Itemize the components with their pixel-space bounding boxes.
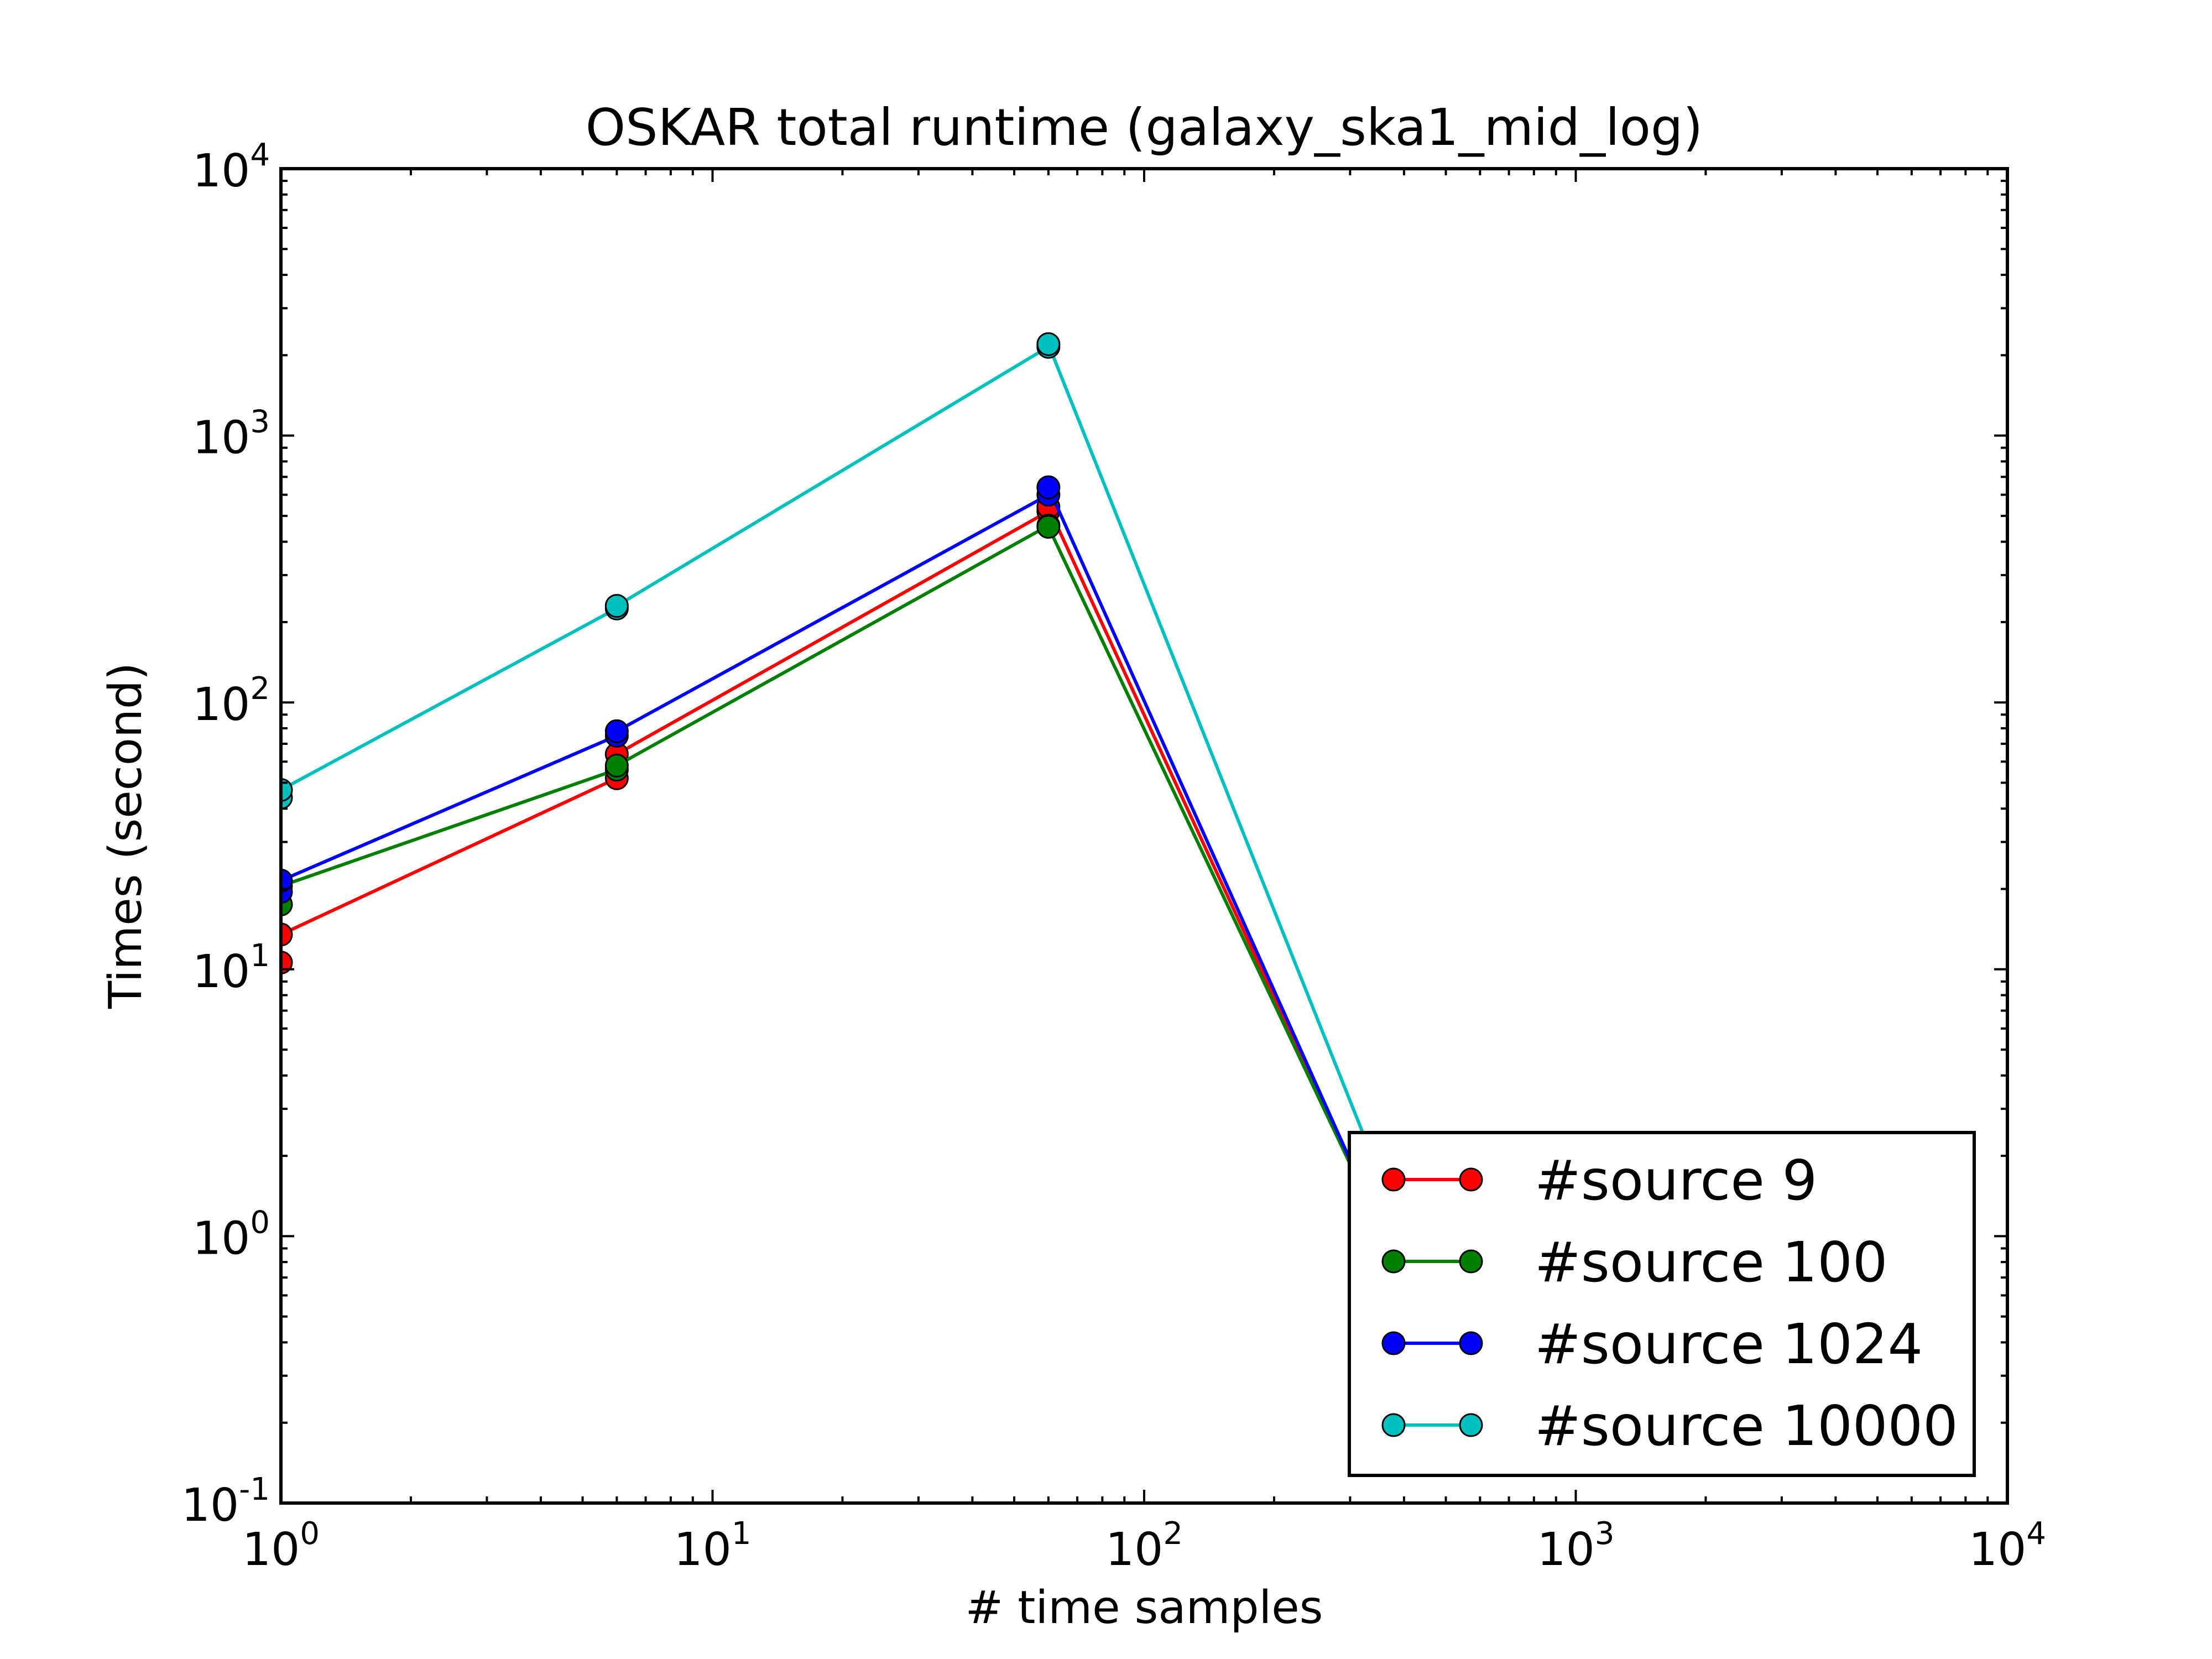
data-point <box>281 922 293 947</box>
legend-entry: #source 10000 <box>1381 1394 1958 1458</box>
data-point <box>1036 332 1061 356</box>
data-point <box>281 951 293 975</box>
ticks-layer <box>280 169 2007 1504</box>
y-tick-label: 10-1 <box>181 1472 270 1532</box>
legend-frame <box>1348 1131 1976 1477</box>
legend-marker <box>1459 1331 1483 1355</box>
legend-entry: #source 100 <box>1381 1230 1888 1295</box>
x-tick-label: 100 <box>242 1516 320 1576</box>
data-point <box>281 868 293 893</box>
data-point <box>281 778 293 802</box>
series-line <box>281 342 1509 1238</box>
chart-title: OSKAR total runtime (galaxy_ska1_mid_log… <box>586 98 1703 157</box>
data-point <box>1036 515 1061 539</box>
legend-marker <box>1459 1249 1483 1274</box>
legend-entry: #source 9 <box>1381 1148 1817 1213</box>
y-tick-label: 100 <box>192 1204 270 1265</box>
x-tick-label: 101 <box>674 1516 752 1576</box>
x-tick-label: 102 <box>1105 1516 1183 1576</box>
legend-marker <box>1381 1249 1406 1274</box>
x-tick-label: 103 <box>1537 1516 1615 1576</box>
y-tick-label: 101 <box>192 938 270 998</box>
legend: #source 9 #source 100 #source 1024 #source … <box>1348 1131 1976 1477</box>
y-tick-label: 102 <box>192 671 270 731</box>
x-tick-label: 104 <box>1969 1516 2046 1576</box>
legend-marker <box>1381 1413 1406 1437</box>
data-point <box>604 594 629 618</box>
y-tick-label: 103 <box>192 404 270 465</box>
legend-marker <box>1381 1167 1406 1192</box>
legend-marker <box>1381 1331 1406 1355</box>
data-point <box>604 719 629 743</box>
y-tick-label: 104 <box>192 137 270 197</box>
legend-label: #source 9 <box>1535 1148 1817 1213</box>
data-point <box>604 753 629 778</box>
legend-entry: #source 1024 <box>1381 1312 1923 1376</box>
x-axis-label: # time samples <box>966 1582 1323 1634</box>
legend-label: #source 1024 <box>1535 1312 1923 1376</box>
legend-label: #source 100 <box>1535 1230 1888 1295</box>
legend-label: #source 10000 <box>1535 1394 1958 1458</box>
y-axis-label: Times (second) <box>100 662 152 1009</box>
series-2 <box>281 475 1396 1248</box>
legend-marker <box>1459 1413 1483 1437</box>
data-point <box>1036 475 1061 499</box>
legend-marker <box>1459 1167 1483 1192</box>
